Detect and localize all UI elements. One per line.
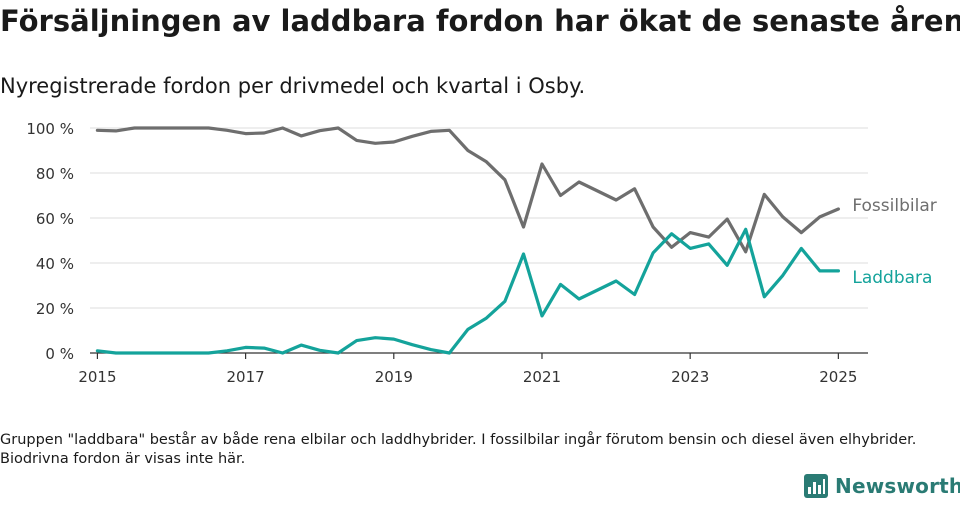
bar-chart-logo-icon [804,474,828,498]
y-tick-label: 100 % [26,120,74,138]
series-labels: Fossilbilar Laddbara [852,196,936,288]
y-tick-label: 80 % [36,165,74,183]
y-tick-label: 40 % [36,255,74,273]
series [95,126,841,355]
chart-title: Försäljningen av laddbara fordon har öka… [0,4,960,38]
x-tick-label: 2023 [671,368,709,386]
x-tick-label: 2017 [227,368,265,386]
x-tick-label: 2015 [78,368,116,386]
y-axis: 0 % 20 % 40 % 60 % 80 % 100 % [26,120,74,363]
chart-subtitle: Nyregistrerade fordon per drivmedel och … [0,74,586,98]
series-label-fossilbilar: Fossilbilar [852,196,936,216]
x-axis: 2015 2017 2019 2021 2023 2025 [78,353,857,386]
x-tick-label: 2019 [375,368,413,386]
x-tick-label: 2025 [819,368,857,386]
newsworthy-brand[interactable]: Newsworthy [804,474,960,498]
y-tick-label: 20 % [36,300,74,318]
y-tick-label: 60 % [36,210,74,228]
footnote: Gruppen "laddbara" består av både rena e… [0,432,917,467]
series-line-fossilbilar [95,126,841,254]
series-label-laddbara: Laddbara [852,268,932,288]
y-tick-label: 0 % [45,345,74,363]
line-chart: 0 % 20 % 40 % 60 % 80 % 100 % 2015 2017 2019 202… [26,120,936,386]
gridlines [90,127,868,309]
brand-name: Newsworthy [835,474,960,498]
series-line-laddbara [95,227,841,355]
x-tick-label: 2021 [523,368,561,386]
